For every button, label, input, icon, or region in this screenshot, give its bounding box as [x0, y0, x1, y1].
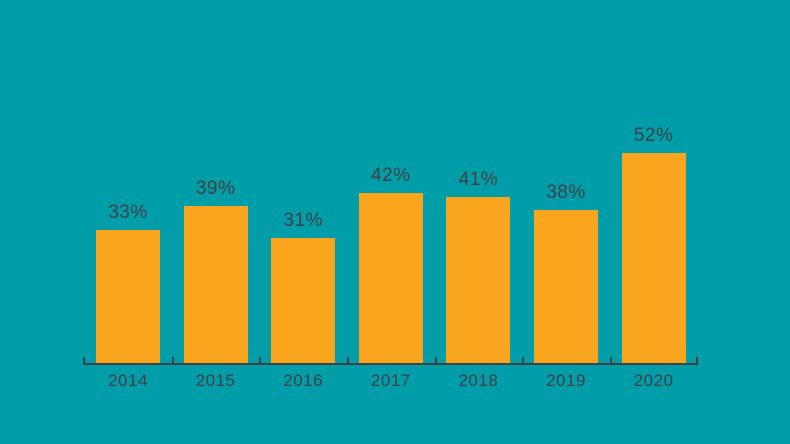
bar-2016: [271, 238, 336, 364]
bar-2019: [534, 209, 598, 364]
x-tick-label-2017: 2017: [370, 371, 411, 390]
x-tick-label-2019: 2019: [546, 371, 586, 390]
bar-2020: [621, 152, 686, 364]
value-label-2017: 42%: [371, 165, 411, 187]
value-label-2019: 38%: [546, 181, 586, 203]
x-axis-tick: [696, 357, 698, 365]
bar-2017: [358, 193, 423, 364]
x-axis-tick: [83, 357, 85, 365]
bar-2015: [183, 205, 248, 364]
bar-2014: [96, 229, 160, 364]
x-tick-label-2018: 2018: [458, 371, 499, 390]
x-tick-label-2014: 2014: [108, 371, 148, 390]
x-tick-label-2016: 2016: [283, 371, 324, 390]
x-tick-label-2020: 2020: [633, 371, 674, 390]
bar-2018: [446, 197, 511, 364]
x-axis-tick: [609, 357, 612, 365]
value-label-2020: 52%: [633, 124, 674, 146]
value-label-2018: 41%: [458, 169, 499, 191]
value-label-2014: 33%: [108, 201, 148, 223]
value-label-2015: 39%: [195, 177, 236, 199]
value-label-2016: 31%: [283, 210, 323, 231]
x-axis-line: [83, 363, 698, 365]
x-axis-tick: [171, 357, 174, 365]
x-axis-tick: [522, 357, 525, 365]
x-tick-label-2015: 2015: [195, 371, 236, 390]
x-axis-tick: [434, 357, 437, 365]
x-axis-tick: [259, 357, 262, 365]
x-axis-tick: [347, 357, 349, 365]
